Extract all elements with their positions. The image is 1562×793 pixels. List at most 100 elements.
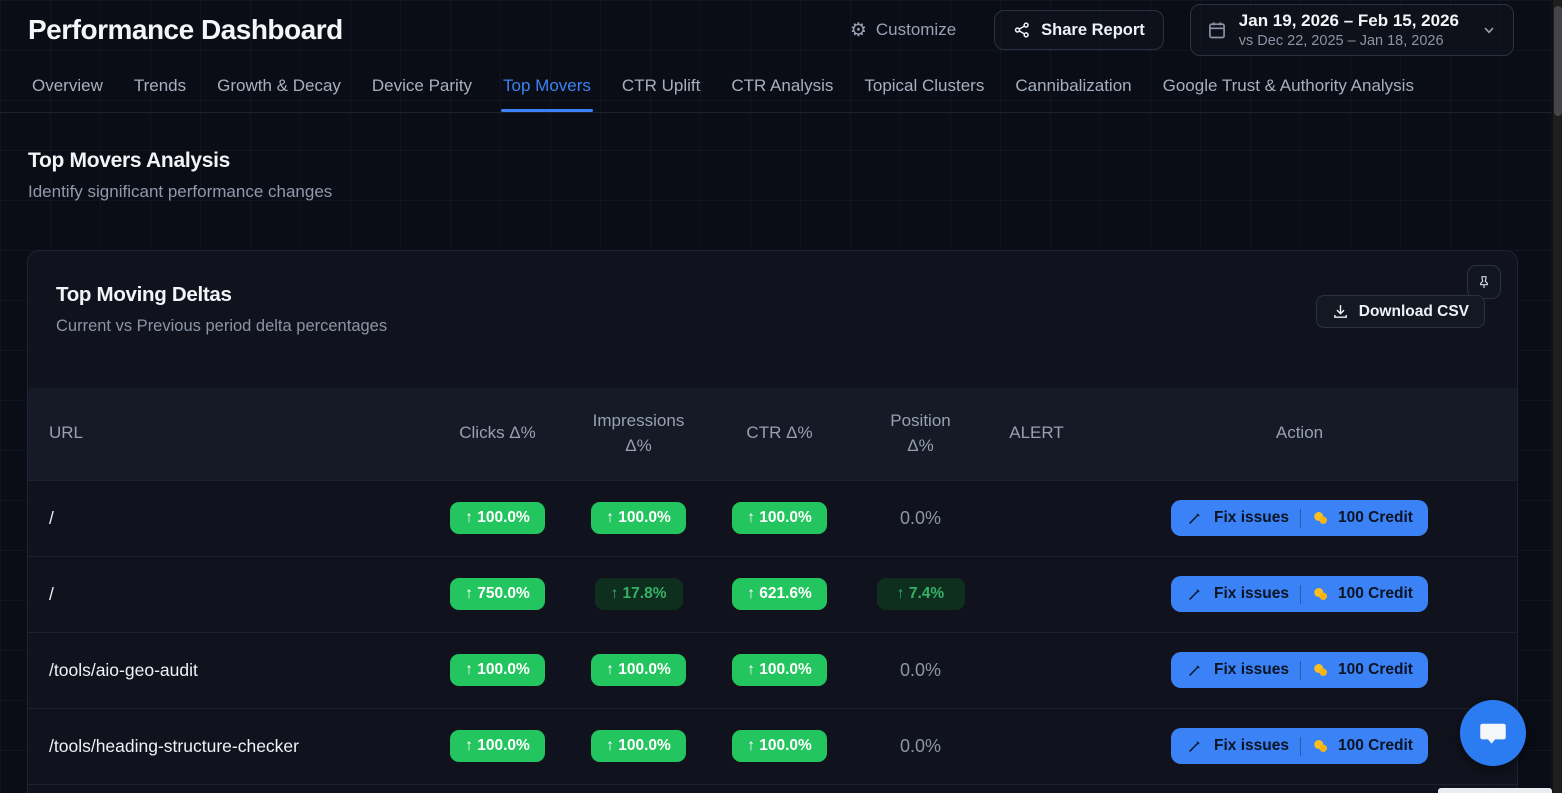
position-delta-cell: ↑ 7.4% xyxy=(850,555,991,632)
fix-issues-label: Fix issues xyxy=(1214,585,1289,602)
ctr-delta-cell xyxy=(709,783,850,793)
button-divider xyxy=(1300,508,1301,528)
card-subtitle: Current vs Previous period delta percent… xyxy=(56,317,388,335)
tab-growth-decay[interactable]: Growth & Decay xyxy=(217,60,341,112)
delta-badge: ↑ 100.0% xyxy=(591,653,686,687)
url-cell: /tools/heading-structure-checker xyxy=(28,707,427,784)
credit-coins-icon xyxy=(1314,740,1327,752)
delta-badge: ↑ 7.4% xyxy=(876,577,965,611)
tab-cannibalization[interactable]: Cannibalization xyxy=(1015,60,1131,112)
action-cell: Fix issues 100 Credit xyxy=(1082,631,1517,708)
url-cell xyxy=(28,783,427,793)
table-row: / ↑ 100.0% ↑ 100.0% ↑ 100.0% 0.0% Fix issues 1… xyxy=(28,479,1517,556)
tab-ctr-analysis[interactable]: CTR Analysis xyxy=(731,60,833,112)
url-cell: /tools/aio-geo-audit xyxy=(28,631,427,708)
tab-top-movers[interactable]: Top Movers xyxy=(501,60,593,112)
date-range-picker[interactable]: Jan 19, 2026 – Feb 15, 2026 vs Dec 22, 2… xyxy=(1189,4,1514,56)
impressions-delta-cell: ↑ 100.0% xyxy=(568,631,709,708)
clicks-delta-cell: ↑ 100.0% xyxy=(427,707,568,784)
fix-issues-label: Fix issues xyxy=(1214,737,1289,754)
column-header-alert: ALERT xyxy=(991,388,1082,480)
scrollbar[interactable] xyxy=(1552,0,1562,793)
date-range-texts: Jan 19, 2026 – Feb 15, 2026 vs Dec 22, 2… xyxy=(1239,10,1459,49)
magic-wand-icon xyxy=(1188,662,1201,676)
position-delta-cell: 0.0% xyxy=(850,707,991,784)
button-divider xyxy=(1300,584,1301,604)
delta-badge: ↑ 17.8% xyxy=(594,577,683,611)
tab-device-parity[interactable]: Device Parity xyxy=(372,60,472,112)
gear-icon: ⚙ xyxy=(849,19,867,41)
page-title: Performance Dashboard xyxy=(28,14,343,45)
tab-overview[interactable]: Overview xyxy=(32,60,103,112)
fix-issues-button[interactable]: Fix issues 100 Credit xyxy=(1171,652,1428,688)
table-header-row: URL Clicks Δ% Impressions Δ% CTR Δ% Position Δ… xyxy=(28,388,1517,480)
fix-issues-button[interactable]: Fix issues 100 Credit xyxy=(1171,500,1428,536)
pushpin-icon xyxy=(1480,276,1488,288)
table-row: / ↑ 750.0% ↑ 17.8% ↑ 621.6% ↑ 7.4% Fix issues… xyxy=(28,555,1517,632)
alert-cell xyxy=(991,479,1082,556)
column-header-action: Action xyxy=(1082,388,1517,480)
section-title: Top Movers Analysis xyxy=(28,149,231,172)
credit-label: 100 Credit xyxy=(1338,661,1413,678)
action-cell: Fix issues 100 Credit xyxy=(1082,707,1517,784)
impressions-delta-cell xyxy=(568,783,709,793)
delta-badge: ↑ 100.0% xyxy=(732,501,827,535)
impressions-delta-cell: ↑ 100.0% xyxy=(568,707,709,784)
position-delta-cell: 0.0% xyxy=(850,479,991,556)
delta-badge: ↑ 100.0% xyxy=(450,501,545,535)
fix-issues-label: Fix issues xyxy=(1214,509,1289,526)
credit-label: 100 Credit xyxy=(1338,737,1413,754)
date-range-primary: Jan 19, 2026 – Feb 15, 2026 xyxy=(1238,11,1459,31)
tab-trends[interactable]: Trends xyxy=(134,60,186,112)
chat-widget-button[interactable] xyxy=(1460,700,1526,766)
calendar-icon xyxy=(1208,22,1225,39)
delta-badge: ↑ 100.0% xyxy=(450,653,545,687)
section-heading: Top Movers Analysis Identify significant… xyxy=(28,149,1562,202)
alert-cell xyxy=(991,707,1082,784)
button-divider xyxy=(1300,736,1301,756)
delta-badge: ↑ 100.0% xyxy=(591,729,686,763)
clicks-delta-cell: ↑ 100.0% xyxy=(427,631,568,708)
fix-issues-button[interactable]: Fix issues 100 Credit xyxy=(1171,576,1428,612)
tab-google-trust-authority-analysis[interactable]: Google Trust & Authority Analysis xyxy=(1163,60,1414,112)
column-header-impressions: Impressions Δ% xyxy=(568,388,709,480)
url-cell: / xyxy=(28,479,427,556)
position-value: 0.0% xyxy=(899,735,942,756)
chevron-down-icon xyxy=(1484,27,1494,34)
clicks-delta-cell: ↑ 100.0% xyxy=(427,479,568,556)
ctr-delta-cell: ↑ 100.0% xyxy=(709,479,850,556)
customize-button[interactable]: ⚙ Customize xyxy=(850,20,956,40)
position-value: 0.0% xyxy=(899,507,942,528)
table-row: /tools/aio-geo-audit ↑ 100.0% ↑ 100.0% ↑ 10… xyxy=(28,631,1517,708)
ctr-delta-cell: ↑ 621.6% xyxy=(709,555,850,632)
clicks-delta-cell: ↑ 750.0% xyxy=(427,555,568,632)
fix-issues-label: Fix issues xyxy=(1214,661,1289,678)
fix-issues-button[interactable]: Fix issues 100 Credit xyxy=(1171,728,1428,764)
tab-ctr-uplift[interactable]: CTR Uplift xyxy=(622,60,700,112)
credit-coins-icon xyxy=(1314,588,1327,600)
download-csv-button[interactable]: Download CSV xyxy=(1315,295,1485,328)
position-value: 0.0% xyxy=(899,659,942,680)
tab-topical-clusters[interactable]: Topical Clusters xyxy=(864,60,984,112)
tab-bar: Overview Trends Growth & Decay Device Parit… xyxy=(0,60,1562,113)
delta-badge: ↑ 621.6% xyxy=(732,577,827,611)
card-title: Top Moving Deltas xyxy=(56,283,232,306)
pin-button[interactable] xyxy=(1467,265,1501,299)
credit-label: 100 Credit xyxy=(1338,585,1413,602)
column-header-position: Position Δ% xyxy=(850,388,991,480)
alert-cell xyxy=(991,783,1082,793)
ctr-delta-cell: ↑ 100.0% xyxy=(709,707,850,784)
credit-coins-icon xyxy=(1314,664,1327,676)
section-subtitle: Identify significant performance changes xyxy=(28,182,333,201)
share-icon xyxy=(1014,22,1029,38)
column-header-ctr: CTR Δ% xyxy=(709,388,850,480)
card-header: Top Moving Deltas Current vs Previous pe… xyxy=(28,251,1517,360)
position-delta-cell: 0.0% xyxy=(850,631,991,708)
delta-badge: ↑ 100.0% xyxy=(732,653,827,687)
scrollbar-thumb[interactable] xyxy=(1554,6,1562,116)
delta-badge: ↑ 100.0% xyxy=(450,729,545,763)
delta-badge: ↑ 750.0% xyxy=(450,577,545,611)
share-report-button[interactable]: Share Report xyxy=(994,10,1164,50)
chat-panel-edge xyxy=(1438,788,1552,793)
